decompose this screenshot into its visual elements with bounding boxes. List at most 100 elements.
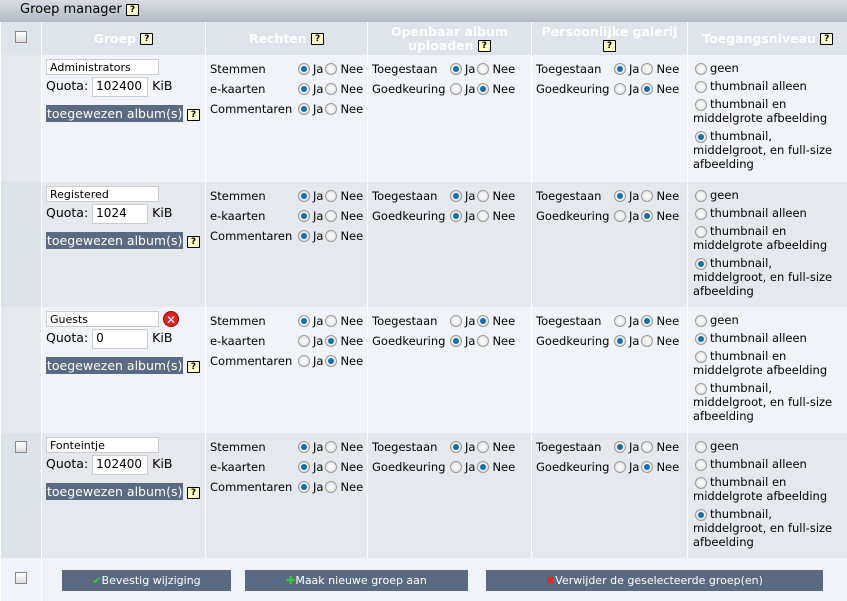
radio-yes[interactable] <box>614 210 626 222</box>
radio-no[interactable] <box>325 441 338 453</box>
access-radio[interactable] <box>695 332 707 345</box>
radio-yes[interactable] <box>614 83 626 95</box>
assigned-albums-link[interactable]: toegewezen album(s) <box>46 105 184 122</box>
group-name-input[interactable]: Registered <box>46 186 159 202</box>
radio-no[interactable] <box>641 210 654 222</box>
radio-no[interactable] <box>641 190 654 202</box>
radio-no[interactable] <box>325 103 338 115</box>
radio-no[interactable] <box>325 355 338 367</box>
radio-no[interactable] <box>325 230 338 242</box>
radio-yes[interactable] <box>298 441 310 453</box>
group-name-input[interactable]: Fonteintje <box>46 437 159 453</box>
radio-no[interactable] <box>477 335 490 347</box>
access-radio[interactable] <box>695 440 707 453</box>
radio-yes[interactable] <box>450 335 462 347</box>
radio-yes[interactable] <box>450 315 462 327</box>
help-icon[interactable]: ? <box>187 486 201 499</box>
select-all-checkbox[interactable] <box>15 31 27 43</box>
radio-no[interactable] <box>641 461 654 473</box>
access-radio[interactable] <box>695 225 707 238</box>
help-icon[interactable]: ? <box>311 33 325 45</box>
access-radio[interactable] <box>695 80 707 93</box>
radio-no[interactable] <box>325 461 338 473</box>
radio-yes[interactable] <box>614 190 626 202</box>
help-icon[interactable]: ? <box>477 40 491 52</box>
group-name-input[interactable]: Guests <box>46 311 159 327</box>
radio-no[interactable] <box>325 190 338 202</box>
radio-no[interactable] <box>325 481 338 493</box>
radio-yes[interactable] <box>450 441 462 453</box>
group-name-input[interactable]: Administrators <box>46 59 159 75</box>
help-icon[interactable]: ? <box>603 40 616 52</box>
radio-yes[interactable] <box>614 461 626 473</box>
confirm-changes-button[interactable]: ✔Bevestig wijziging <box>62 570 231 591</box>
radio-yes[interactable] <box>298 335 310 347</box>
access-radio[interactable] <box>695 314 707 327</box>
radio-yes[interactable] <box>298 230 310 242</box>
access-radio[interactable] <box>695 350 707 363</box>
radio-yes[interactable] <box>450 461 462 473</box>
radio-no[interactable] <box>477 441 490 453</box>
radio-yes[interactable] <box>298 355 310 367</box>
radio-yes[interactable] <box>614 335 626 347</box>
radio-yes[interactable] <box>450 63 462 75</box>
access-radio[interactable] <box>695 508 707 521</box>
access-radio[interactable] <box>695 98 707 111</box>
access-radio[interactable] <box>695 189 707 202</box>
radio-no[interactable] <box>325 210 338 222</box>
assigned-albums-link[interactable]: toegewezen album(s) <box>46 357 184 374</box>
create-group-button[interactable]: ✚Maak nieuwe groep aan <box>245 570 468 591</box>
radio-yes[interactable] <box>450 83 462 95</box>
access-radio[interactable] <box>695 476 707 489</box>
radio-yes[interactable] <box>298 461 310 473</box>
radio-no[interactable] <box>641 63 654 75</box>
group-select-checkbox[interactable] <box>15 441 27 453</box>
radio-no[interactable] <box>477 315 490 327</box>
radio-yes[interactable] <box>614 63 626 75</box>
radio-no[interactable] <box>477 190 490 202</box>
radio-yes[interactable] <box>298 210 310 222</box>
help-icon[interactable]: ? <box>187 235 201 248</box>
radio-yes[interactable] <box>450 210 462 222</box>
radio-no[interactable] <box>641 441 654 453</box>
radio-yes[interactable] <box>298 190 310 202</box>
radio-no[interactable] <box>477 83 490 95</box>
help-icon[interactable]: ? <box>187 360 201 373</box>
help-icon[interactable]: ? <box>187 108 201 121</box>
radio-yes[interactable] <box>614 315 626 327</box>
quota-input[interactable]: 0 <box>92 329 149 349</box>
radio-no[interactable] <box>641 83 654 95</box>
quota-input[interactable]: 102400 <box>92 77 149 97</box>
assigned-albums-link[interactable]: toegewezen album(s) <box>46 232 184 249</box>
quota-input[interactable]: 1024 <box>92 204 149 224</box>
radio-no[interactable] <box>325 63 338 75</box>
assigned-albums-link[interactable]: toegewezen album(s) <box>46 483 184 500</box>
help-icon[interactable]: ? <box>126 3 140 16</box>
access-radio[interactable] <box>695 257 707 270</box>
help-icon[interactable]: ? <box>140 33 154 45</box>
access-radio[interactable] <box>695 207 707 220</box>
quota-input[interactable]: 102400 <box>92 455 149 475</box>
radio-no[interactable] <box>641 315 654 327</box>
delete-group-icon[interactable]: ✕ <box>163 311 179 327</box>
select-all-footer-checkbox[interactable] <box>15 572 27 584</box>
access-radio[interactable] <box>695 62 707 75</box>
radio-yes[interactable] <box>298 481 310 493</box>
radio-yes[interactable] <box>298 315 310 327</box>
access-radio[interactable] <box>695 458 707 471</box>
radio-no[interactable] <box>325 83 338 95</box>
radio-no[interactable] <box>477 210 490 222</box>
help-icon[interactable]: ? <box>820 33 834 45</box>
radio-no[interactable] <box>641 335 654 347</box>
radio-yes[interactable] <box>298 103 310 115</box>
radio-no[interactable] <box>325 335 338 347</box>
access-radio[interactable] <box>695 130 707 143</box>
radio-no[interactable] <box>325 315 338 327</box>
delete-selected-groups-button[interactable]: ✖Verwijder de geselecteerde groep(en) <box>486 570 823 591</box>
radio-yes[interactable] <box>614 441 626 453</box>
radio-yes[interactable] <box>450 190 462 202</box>
radio-yes[interactable] <box>298 63 310 75</box>
radio-no[interactable] <box>477 461 490 473</box>
radio-no[interactable] <box>477 63 490 75</box>
access-radio[interactable] <box>695 382 707 395</box>
